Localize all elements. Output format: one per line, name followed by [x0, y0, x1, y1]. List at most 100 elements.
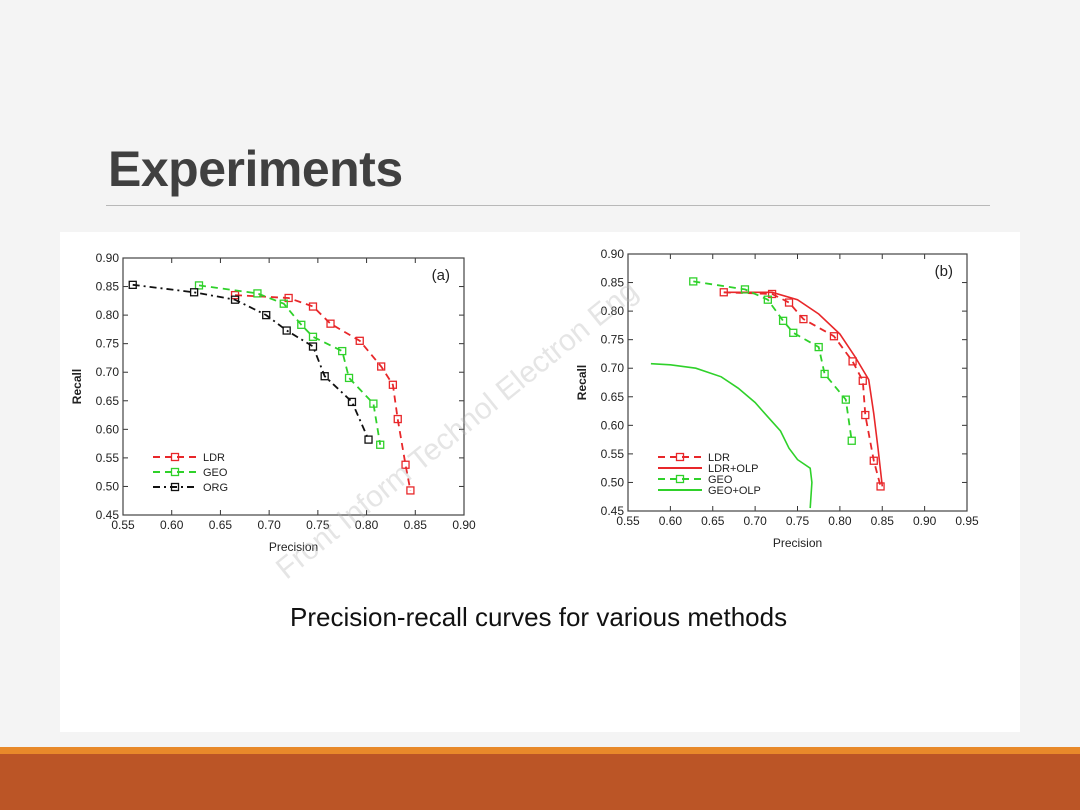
y-tick-label: 0.85: [96, 280, 120, 294]
y-tick-label: 0.90: [96, 251, 120, 265]
figure-caption: Precision-recall curves for various meth…: [290, 602, 788, 632]
y-tick-label: 0.80: [601, 304, 625, 318]
series-line-ldr: [234, 294, 412, 491]
x-tick-label: 0.80: [828, 514, 852, 528]
data-point-org: [230, 295, 240, 304]
data-point-geo: [847, 436, 856, 445]
data-point-ldr: [393, 414, 402, 424]
data-point-geo: [763, 295, 772, 304]
data-point-ldr: [784, 298, 794, 307]
data-point-ldr: [308, 302, 318, 311]
data-point-geo: [308, 332, 318, 341]
x-tick-label: 0.70: [257, 518, 281, 532]
x-axis-label: Precision: [269, 540, 318, 554]
x-tick-label: 0.85: [871, 514, 895, 528]
data-point-geo: [789, 328, 798, 337]
chart-figure: 0.45 0.50 0.55 0.60 0.65 0.70 0.75 0.80 0.85 0.90…: [70, 247, 979, 554]
panel-label: (a): [432, 267, 450, 284]
data-point-org: [189, 288, 199, 297]
footer-bar: [0, 754, 1080, 810]
x-tick-label: 0.55: [111, 518, 135, 532]
x-tick-label: 0.55: [616, 514, 640, 528]
x-tick-label: 0.60: [160, 518, 184, 532]
y-tick-label: 0.55: [96, 451, 120, 465]
data-point-geo: [369, 399, 378, 408]
y-tick-label: 0.45: [96, 508, 120, 522]
data-point-org: [282, 326, 291, 335]
data-point-org: [347, 397, 357, 407]
data-point-org: [320, 372, 329, 381]
data-point-geo: [279, 299, 288, 308]
slide-title: Experiments: [108, 141, 403, 197]
y-tick-label: 0.80: [96, 308, 120, 322]
legend-label: GEO: [203, 467, 228, 479]
x-tick-label: 0.95: [955, 514, 979, 528]
data-point-org: [308, 342, 318, 351]
data-point-ldr: [858, 376, 867, 385]
data-point-ldr: [829, 332, 839, 341]
series-line-ldr-olp: [723, 291, 884, 487]
y-tick-label: 0.85: [601, 276, 625, 290]
y-tick-label: 0.65: [601, 390, 625, 404]
series-line-geo: [198, 284, 382, 445]
y-axis-label: Recall: [575, 365, 589, 400]
data-point-ldr: [355, 336, 364, 345]
data-point-ldr: [230, 290, 240, 300]
figure-area: 0.45 0.50 0.55 0.60 0.65 0.70 0.75 0.80 0.85 0.90…: [60, 232, 1020, 732]
data-point-geo: [740, 285, 750, 294]
plot-frame: [122, 257, 465, 516]
data-point-ldr: [377, 362, 386, 371]
x-tick-label: 0.90: [913, 514, 937, 528]
legend-label: GEO+OLP: [708, 485, 761, 497]
data-point-geo: [253, 289, 262, 298]
data-point-ldr: [869, 456, 878, 465]
y-tick-label: 0.65: [96, 394, 120, 408]
y-tick-label: 0.70: [601, 361, 625, 375]
data-point-ldr: [388, 380, 398, 389]
series-line-geo: [693, 280, 853, 441]
y-tick-label: 0.50: [96, 479, 120, 493]
data-point-geo: [376, 440, 385, 449]
data-point-geo: [297, 320, 306, 329]
chart-panel-b: 0.45 0.50 0.55 0.60 0.65 0.70 0.75 0.80 0.85 0.90…: [575, 247, 979, 550]
data-point-geo: [814, 342, 823, 352]
data-point-ldr: [406, 486, 415, 495]
data-point-org: [262, 310, 271, 320]
data-point-ldr: [848, 357, 857, 366]
data-point-geo: [778, 316, 788, 325]
x-tick-label: 0.60: [659, 514, 683, 528]
series-line-org: [132, 283, 370, 440]
x-tick-label: 0.85: [404, 518, 428, 532]
y-tick-label: 0.70: [96, 365, 120, 379]
y-tick-label: 0.90: [601, 247, 625, 261]
data-point-ldr: [326, 319, 335, 328]
data-point-ldr: [401, 460, 410, 469]
legend-label: LDR: [708, 452, 730, 464]
series-line-geo-olp: [650, 362, 813, 509]
data-point-ldr: [799, 314, 808, 324]
legend-marker: [675, 452, 685, 462]
data-point-ldr: [284, 293, 293, 303]
series-line-ldr: [723, 291, 882, 487]
x-tick-label: 0.75: [786, 514, 810, 528]
data-point-geo: [338, 346, 347, 356]
legend-label: GEO: [708, 474, 733, 486]
legend-marker: [170, 467, 180, 477]
y-tick-label: 0.60: [96, 422, 120, 436]
y-tick-label: 0.60: [601, 418, 625, 432]
chart-panel-a: 0.45 0.50 0.55 0.60 0.65 0.70 0.75 0.80 0.85 0.90…: [70, 251, 476, 554]
data-point-geo: [344, 373, 354, 383]
data-point-org: [128, 280, 137, 289]
x-tick-label: 0.70: [743, 514, 767, 528]
legend-marker: [170, 452, 180, 462]
x-tick-label: 0.90: [452, 518, 476, 532]
y-tick-label: 0.75: [601, 333, 625, 347]
panel-label: (b): [935, 263, 953, 280]
x-tick-label: 0.65: [701, 514, 725, 528]
x-axis-label: Precision: [773, 536, 822, 550]
legend-label: LDR+OLP: [708, 463, 758, 475]
x-tick-label: 0.75: [306, 518, 330, 532]
x-tick-label: 0.65: [209, 518, 233, 532]
data-point-geo: [841, 395, 850, 404]
y-tick-label: 0.75: [96, 337, 120, 351]
